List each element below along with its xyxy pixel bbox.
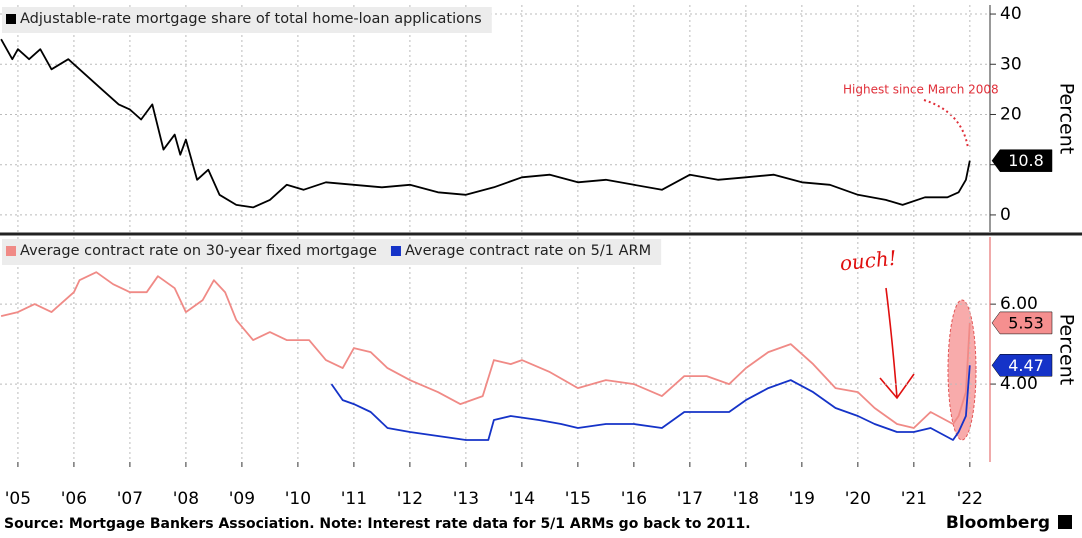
legend-label: Average contract rate on 30-year fixed m… [20,243,377,259]
x-tick-label: '07 [117,489,143,509]
legend-label: Adjustable-rate mortgage share of total … [20,11,482,27]
y-tick-label: 20 [1000,104,1022,124]
x-tick-label: '05 [5,489,31,509]
y-tick-label: 6.00 [1000,294,1038,314]
legend-background [2,239,662,265]
y-tick-label: 4.00 [1000,374,1038,394]
legend-swatch [6,14,16,24]
x-tick-label: '14 [509,489,535,509]
x-tick-label: '09 [229,489,255,509]
legend-background [2,7,492,33]
end-value-tag [991,354,1053,377]
data-line [0,271,971,429]
x-tick-label: '12 [397,489,423,509]
y-axis-label: Percent [1056,83,1078,155]
x-tick-label: '20 [845,489,871,509]
brand-icon [1058,515,1072,529]
legend-swatch [6,246,16,256]
x-tick-label: '06 [61,489,87,509]
x-tick-label: '19 [789,489,815,509]
x-tick-label: '13 [453,489,479,509]
x-tick-label: '21 [901,489,927,509]
x-tick-label: '17 [677,489,703,509]
y-axis-label: Percent [1056,314,1078,386]
end-value-tag [991,311,1053,335]
annotation: Highest since March 2008 [843,83,999,97]
x-tick-label: '11 [341,489,367,509]
y-tick-label: 0 [1000,205,1011,225]
end-value-label: 4.47 [1008,356,1044,375]
x-tick-label: '10 [285,489,311,509]
annotation-curve [923,99,969,149]
x-tick-label: '22 [957,489,983,509]
source-note: Source: Mortgage Bankers Association. No… [4,516,751,532]
x-tick-label: '16 [621,489,647,509]
x-tick-label: '15 [565,489,591,509]
legend-swatch [390,246,401,256]
highlight-ellipse [947,299,977,441]
y-tick-label: 40 [1000,4,1022,24]
end-value-label: 5.53 [1008,313,1044,332]
legend-label: Average contract rate on 5/1 ARM [405,243,651,259]
annotation: ouch! [839,246,898,276]
data-line [0,38,971,209]
end-value-tag [991,149,1053,172]
data-line [330,365,971,441]
end-value-label: 10.8 [1008,151,1044,170]
x-tick-label: '08 [173,489,199,509]
brand: Bloomberg [946,513,1050,533]
y-tick-label: 30 [1000,54,1022,74]
annotation-arrow [879,287,915,400]
x-tick-label: '18 [733,489,759,509]
